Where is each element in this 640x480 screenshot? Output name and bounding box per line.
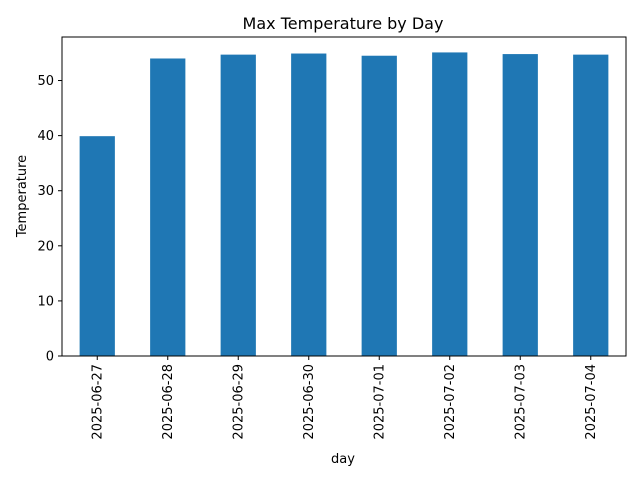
x-axis: 2025-06-27 2025-06-28 2025-06-29 2025-06-30… <box>90 356 599 440</box>
x-tick-label-2025-06-30: 2025-06-30 <box>302 364 317 440</box>
y-axis-label: Temperature <box>15 155 30 238</box>
bar-2025-06-27 <box>79 136 115 356</box>
y-tick-label-30: 30 <box>37 184 54 199</box>
x-tick-label-2025-07-02: 2025-07-02 <box>443 364 458 440</box>
bar-2025-07-04 <box>573 54 609 356</box>
y-axis: 0 10 20 30 40 50 <box>37 74 62 365</box>
y-tick-label-0: 0 <box>46 350 54 365</box>
bars-group <box>79 52 609 357</box>
x-tick-label-2025-06-29: 2025-06-29 <box>231 364 246 440</box>
x-tick-label-2025-07-03: 2025-07-03 <box>513 364 528 440</box>
bar-2025-07-01 <box>361 55 397 356</box>
x-axis-label: day <box>331 452 355 467</box>
x-tick-label-2025-06-27: 2025-06-27 <box>90 364 105 440</box>
y-tick-label-20: 20 <box>37 239 54 254</box>
bar-2025-06-29 <box>220 54 256 356</box>
bar-2025-07-02 <box>432 52 468 356</box>
chart-title: Max Temperature by Day <box>243 14 444 33</box>
y-tick-label-40: 40 <box>37 129 54 144</box>
x-tick-label-2025-07-01: 2025-07-01 <box>372 364 387 440</box>
y-tick-label-50: 50 <box>37 74 54 89</box>
plot-frame <box>61 36 627 357</box>
x-tick-label-2025-06-28: 2025-06-28 <box>161 364 176 440</box>
x-tick-label-2025-07-04: 2025-07-04 <box>584 364 599 440</box>
bar-2025-07-03 <box>502 54 538 357</box>
bar-2025-06-28 <box>150 58 186 356</box>
y-tick-label-10: 10 <box>37 294 54 309</box>
bar-2025-06-30 <box>291 53 327 356</box>
